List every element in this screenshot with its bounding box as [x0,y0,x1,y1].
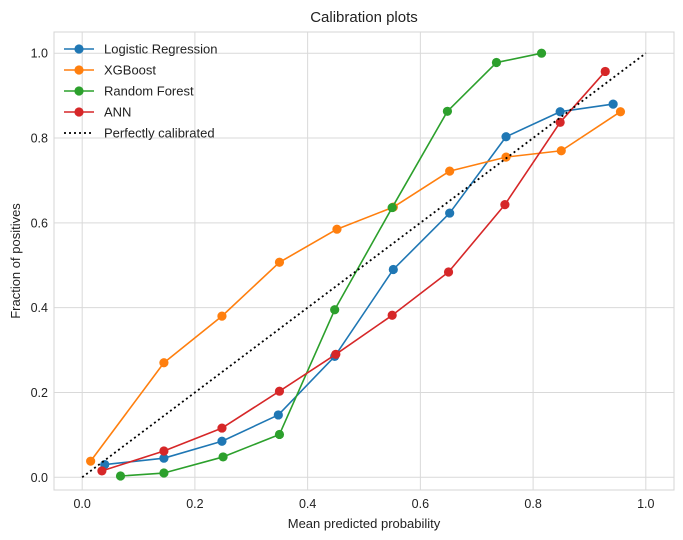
data-point [86,456,96,466]
y-tick-label: 0.6 [31,216,48,230]
legend-item: XGBoost [64,63,156,78]
series-layer [81,48,647,481]
series-logistic-regression [100,99,618,470]
data-point [608,99,618,109]
x-tick-label: 0.8 [524,497,541,511]
data-point [115,471,126,481]
data-point [600,66,610,77]
chart-title: Calibration plots [310,9,418,26]
x-tick-label: 0.2 [186,497,203,511]
series-ann [97,66,610,476]
x-tick-label: 0.4 [299,497,316,511]
data-point [273,410,283,420]
grid [53,31,675,491]
data-point [501,152,511,162]
tick-labels: 0.0 0.2 0.4 0.6 0.8 1.0 0.0 0.2 0.4 0.6 0.8 1.0 [31,47,655,511]
series-random-forest [115,48,547,481]
legend-label: Logistic Regression [104,42,217,57]
data-point [159,446,169,456]
legend-marker [74,86,84,96]
legend-marker [74,44,84,54]
data-point [501,132,511,142]
data-point [330,305,340,315]
data-point [217,436,227,446]
data-point [274,386,285,396]
data-point [97,466,107,476]
y-tick-label: 0.8 [31,132,48,146]
data-point [500,199,510,210]
x-tick-label: 0.6 [412,497,429,511]
data-point [443,267,454,277]
data-point [159,468,169,478]
legend-label: ANN [104,105,131,120]
series-line [89,111,621,462]
data-point [536,48,547,58]
legend-marker [74,65,84,75]
data-point [387,310,397,320]
data-point [217,423,227,433]
x-tick-label: 1.0 [637,497,654,511]
plot-frame [53,31,675,491]
data-point [445,208,455,218]
legend-item: Perfectly calibrated [64,126,215,141]
data-point [615,107,626,117]
data-point [387,202,397,213]
y-axis-label: Fraction of positives [8,203,23,319]
data-point [274,429,285,440]
legend-label: XGBoost [104,63,156,78]
series-perfectly-calibrated [81,52,647,478]
x-tick-label: 0.0 [73,497,90,511]
data-point [159,453,169,463]
legend: Logistic Regression XGBoost Random Forest A… [64,42,217,141]
data-point [331,349,341,359]
legend-item: ANN [64,105,131,120]
legend-item: Random Forest [64,84,194,99]
series-line [120,52,542,477]
data-point [556,146,566,156]
data-point [274,257,285,267]
series-line [101,70,606,472]
legend-marker [74,107,84,117]
series-xgboost [86,107,626,466]
data-point [445,166,455,176]
data-point [218,452,228,462]
y-tick-label: 0.0 [31,471,48,485]
y-tick-label: 1.0 [31,47,48,61]
data-point [388,264,398,275]
data-point [555,107,565,117]
y-tick-label: 0.4 [31,301,48,315]
data-point [555,117,565,127]
data-point [159,358,169,368]
data-point [442,106,453,116]
x-axis-label: Mean predicted probability [288,516,441,531]
series-line [81,52,647,478]
data-point [491,57,502,68]
legend-label: Random Forest [104,84,194,99]
data-point [217,311,227,321]
y-tick-label: 0.2 [31,386,48,400]
data-point [332,224,342,234]
legend-item: Logistic Regression [64,42,217,57]
series-line [104,103,614,466]
legend-label: Perfectly calibrated [104,126,215,141]
